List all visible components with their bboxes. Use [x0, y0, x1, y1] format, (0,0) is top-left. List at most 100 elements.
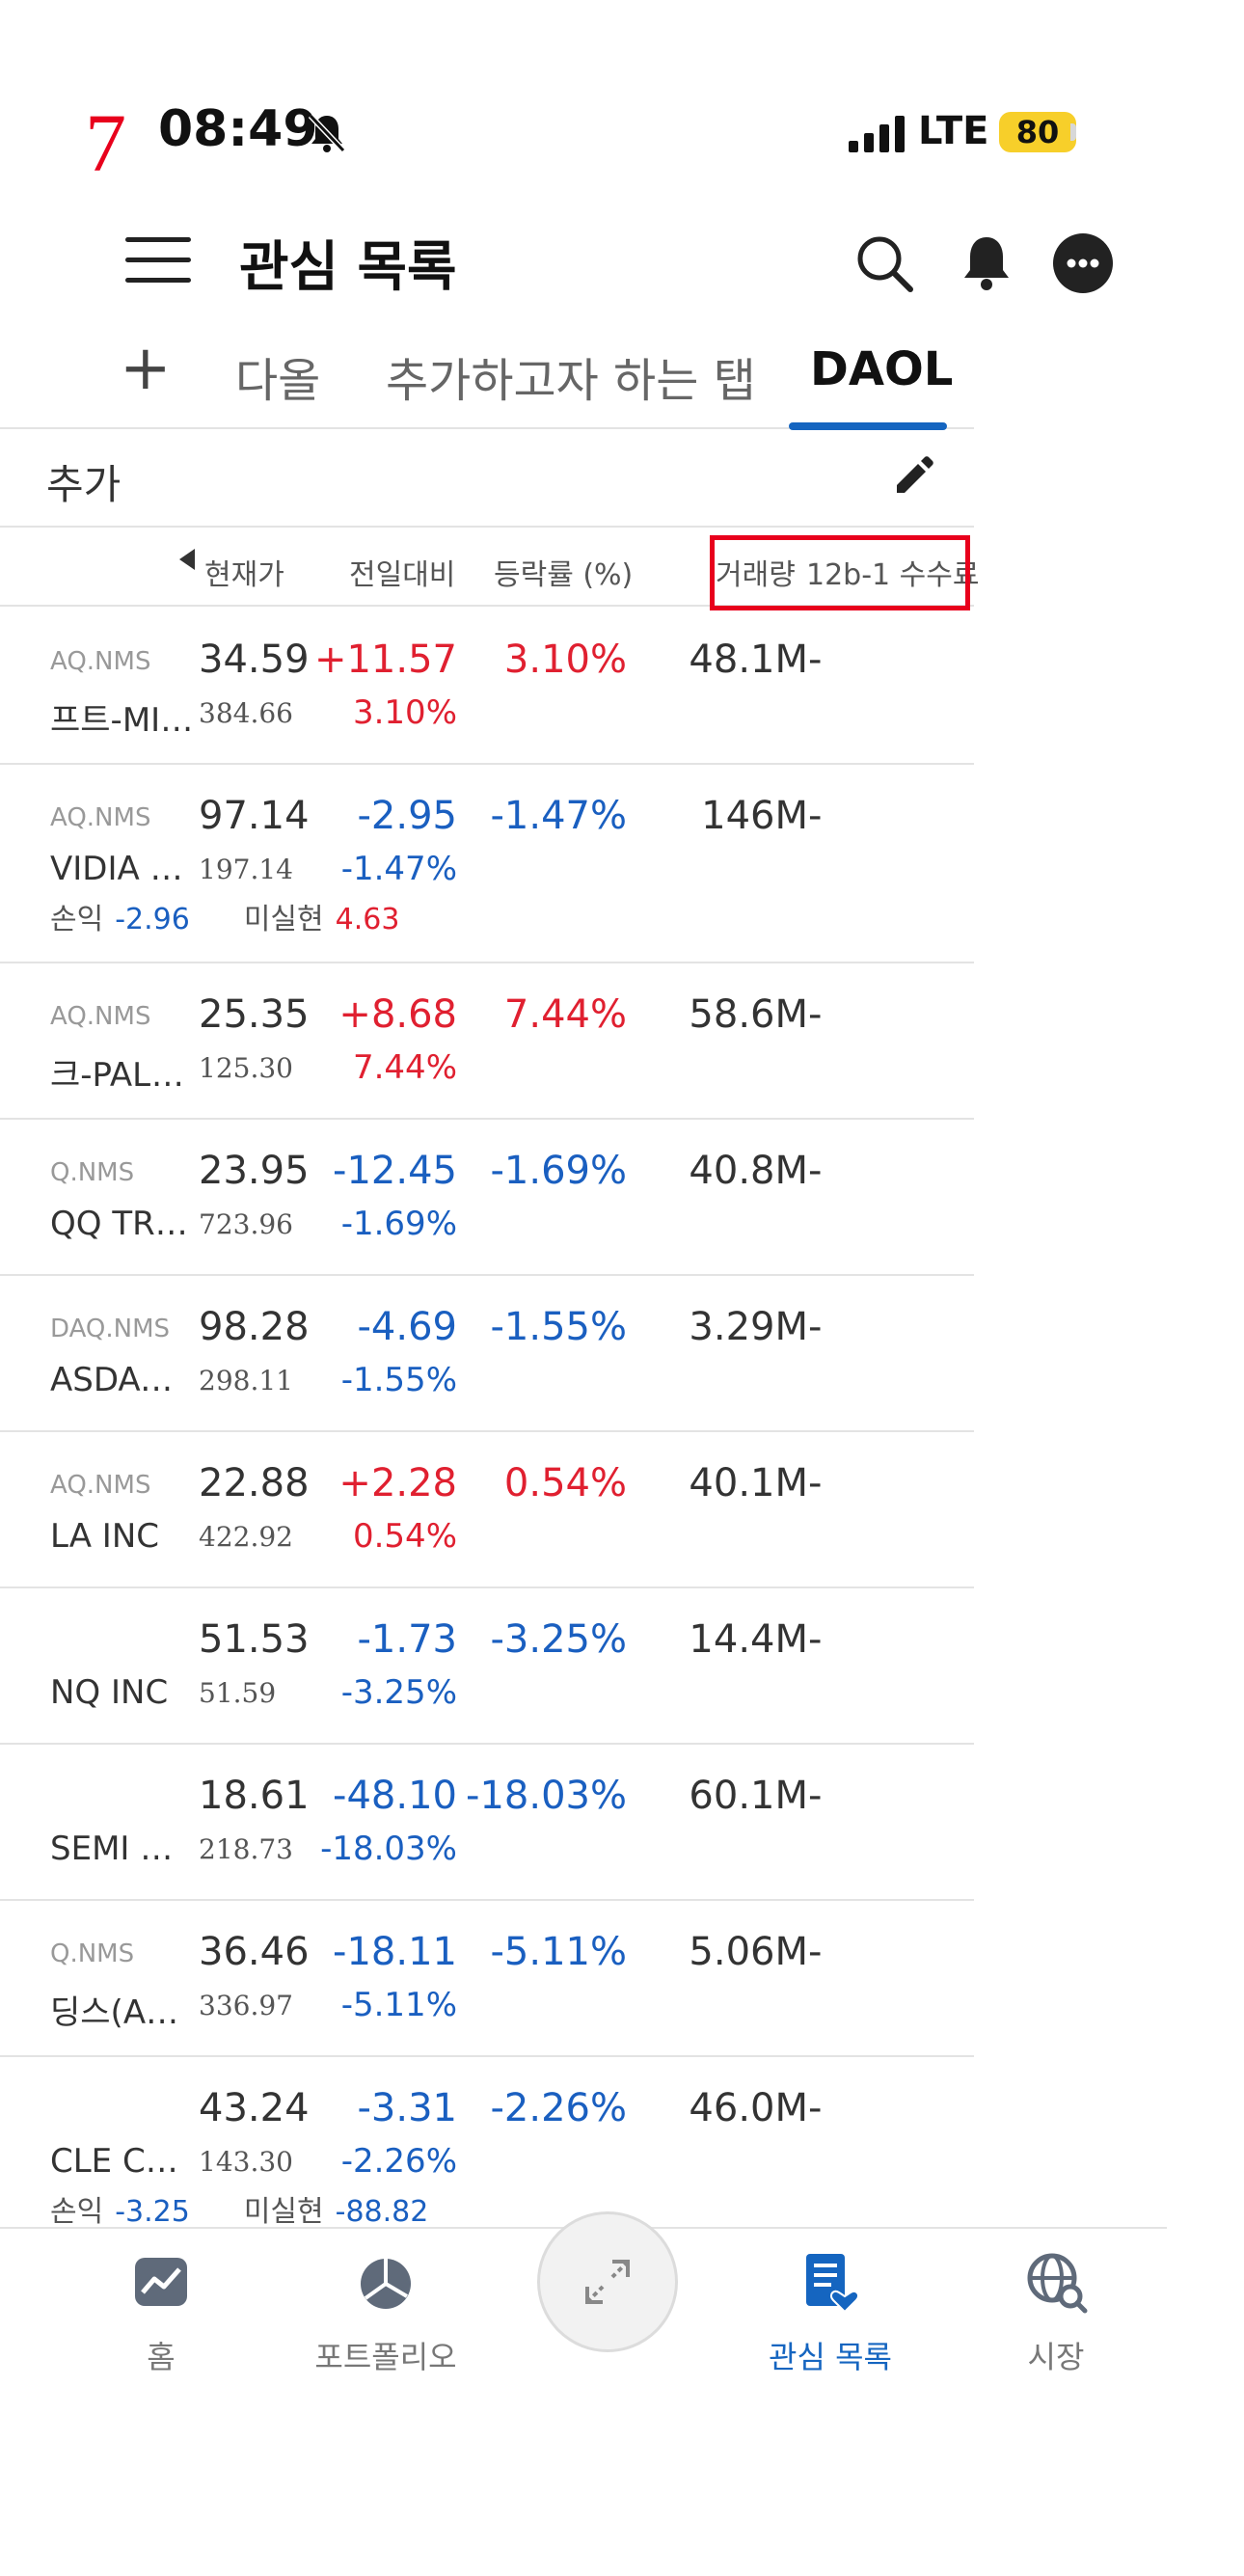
table-row[interactable]: AQ.NMS VIDIA C… 97.14 197.14 -2.95 -1.47…: [0, 765, 974, 963]
nav-portfolio[interactable]: 포트폴리오: [289, 2248, 482, 2377]
current-price: 98.28: [199, 1305, 310, 1349]
change-percent: -3.25%: [340, 1673, 457, 1712]
previous-price: 336.97: [199, 1990, 293, 2021]
table-row[interactable]: AQ.NMS LA INC 22.88 422.92 +2.28 0.54% 0…: [0, 1432, 974, 1588]
exchange-label: AQ.NMS: [50, 803, 151, 832]
volume-value: 14.4M: [689, 1617, 808, 1662]
active-tab-indicator: [789, 422, 947, 430]
nav-portfolio-label: 포트폴리오: [314, 2339, 457, 2375]
add-tab-button[interactable]: +: [120, 333, 172, 404]
change-percent: 0.54%: [352, 1517, 457, 1556]
current-price: 23.95: [199, 1149, 310, 1193]
nav-home-label: 홈: [147, 2339, 176, 2375]
previous-price: 125.30: [199, 1052, 293, 1084]
change-value: +8.68: [338, 992, 457, 1037]
symbol-name: CLE CO…: [50, 2142, 195, 2181]
change-percent: -1.47%: [340, 850, 457, 888]
status-time: 08:49: [158, 100, 318, 158]
volume-value: 58.6M: [689, 992, 808, 1037]
change-percent: -5.11%: [340, 1986, 457, 2024]
rate-value: -2.26%: [490, 2086, 627, 2130]
table-row[interactable]: AQ.NMS 프트-MI… 34.59 384.66 +11.57 3.10% …: [0, 609, 974, 765]
change-percent: -1.69%: [340, 1205, 457, 1243]
current-price: 97.14: [199, 794, 310, 838]
current-price: 18.61: [199, 1774, 310, 1818]
table-row[interactable]: Q.NMS 딩스(AD… 36.46 336.97 -18.11 -5.11% …: [0, 1901, 974, 2057]
volume-value: 5.06M: [689, 1930, 808, 1974]
tab-daol[interactable]: DAOL: [810, 342, 954, 396]
pl-label: 손익: [50, 2195, 104, 2229]
rate-value: -18.03%: [466, 1774, 627, 1818]
more-options-icon[interactable]: [1051, 231, 1115, 295]
col-price[interactable]: 현재가: [204, 558, 284, 592]
col-rate[interactable]: 등락률 (%): [494, 558, 634, 592]
current-price: 36.46: [199, 1930, 310, 1974]
fee-value: -: [808, 1305, 823, 1349]
col-change[interactable]: 전일대비: [349, 558, 456, 592]
tab-daol-kr[interactable]: 다올: [235, 354, 321, 408]
network-type: LTE: [918, 109, 989, 153]
nav-watchlist-label: 관심 목록: [769, 2339, 892, 2375]
volume-value: 48.1M: [689, 637, 808, 682]
pl-value: -3.25: [115, 2195, 190, 2229]
rate-value: -1.69%: [490, 1149, 627, 1193]
previous-price: 197.14: [199, 854, 293, 885]
change-value: -12.45: [333, 1149, 457, 1193]
hamburger-menu-icon[interactable]: [125, 237, 191, 285]
col-volume[interactable]: 거래량: [716, 558, 796, 592]
table-row[interactable]: Q.NMS QQ TR… 23.95 723.96 -12.45 -1.69% …: [0, 1120, 974, 1276]
status-bar: 7 08:49 LTE 80: [0, 0, 1244, 193]
unrealized-value: -88.82: [335, 2195, 429, 2229]
previous-price: 143.30: [199, 2146, 293, 2178]
edit-pencil-icon[interactable]: [889, 452, 935, 499]
symbol-name: 크-PALA…: [50, 1056, 195, 1095]
expand-button[interactable]: [537, 2211, 678, 2352]
pl-label: 손익: [50, 903, 104, 936]
tab-custom[interactable]: 추가하고자 하는 탭: [386, 354, 756, 408]
fee-value: -: [808, 1461, 823, 1505]
battery-tip: [1070, 123, 1076, 141]
change-percent: 3.10%: [352, 693, 457, 732]
rate-value: -1.47%: [490, 794, 627, 838]
current-price: 34.59: [199, 637, 310, 682]
table-row[interactable]: SEMI B… 18.61 218.73 -48.10 -18.03% -18.…: [0, 1745, 974, 1901]
fee-value: -: [808, 2086, 823, 2130]
table-row[interactable]: DAQ.NMS ASDAQ… 98.28 298.11 -4.69 -1.55%…: [0, 1276, 974, 1432]
fee-value: -: [808, 1617, 823, 1662]
current-price: 43.24: [199, 2086, 310, 2130]
volume-value: 146M: [701, 794, 808, 838]
notification-bell-icon[interactable]: [955, 231, 1018, 295]
volume-value: 46.0M: [689, 2086, 808, 2130]
nav-market[interactable]: 시장: [960, 2248, 1152, 2377]
scroll-left-arrow-icon[interactable]: [179, 549, 195, 570]
rate-value: 3.10%: [503, 637, 627, 682]
search-icon[interactable]: [852, 231, 916, 295]
symbol-name: ASDAQ…: [50, 1361, 195, 1399]
volume-value: 40.1M: [689, 1461, 808, 1505]
previous-price: 422.92: [199, 1521, 293, 1553]
bell-muted-icon: [308, 113, 346, 153]
nav-watchlist[interactable]: 관심 목록: [734, 2248, 927, 2377]
column-header: 현재가 전일대비 등락률 (%) 거래량 12b-1 수수료: [0, 529, 979, 607]
add-symbol-row[interactable]: 추가: [0, 431, 974, 528]
exchange-label: Q.NMS: [50, 1939, 135, 1968]
nav-home[interactable]: 홈: [65, 2248, 257, 2377]
change-percent: -1.55%: [340, 1361, 457, 1399]
table-row[interactable]: AQ.NMS 크-PALA… 25.35 125.30 +8.68 7.44% …: [0, 963, 974, 1120]
nav-market-label: 시장: [1027, 2339, 1085, 2375]
rate-value: -5.11%: [490, 1930, 627, 1974]
fee-value: -: [808, 992, 823, 1037]
app-header: 관심 목록: [0, 203, 1244, 318]
col-fee-12b1[interactable]: 12b-1 수수료: [806, 558, 980, 592]
table-row[interactable]: NQ INC 51.53 51.59 -1.73 -3.25% -3.25% 1…: [0, 1588, 974, 1745]
table-row[interactable]: CLE CO… 43.24 143.30 -3.31 -2.26% -2.26%…: [0, 2057, 974, 2240]
annotation-number: 7: [85, 96, 126, 189]
symbol-name: 프트-MI…: [50, 701, 194, 740]
pie-chart-icon: [361, 2259, 411, 2309]
change-value: -2.95: [357, 794, 458, 838]
expand-arrows-icon: [585, 2260, 630, 2304]
rate-value: -3.25%: [490, 1617, 627, 1662]
symbol-name: QQ TR…: [50, 1205, 188, 1243]
battery-icon: 80: [999, 112, 1076, 152]
symbol-name: SEMI B…: [50, 1830, 195, 1868]
